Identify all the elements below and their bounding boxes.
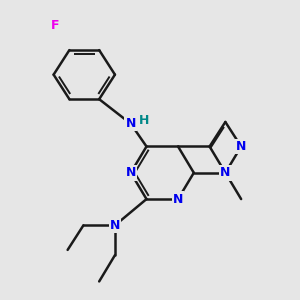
Text: F: F <box>51 19 60 32</box>
Text: N: N <box>173 193 183 206</box>
Text: N: N <box>236 140 246 153</box>
Text: H: H <box>139 114 149 127</box>
Text: N: N <box>220 166 231 179</box>
Text: N: N <box>125 117 136 130</box>
Text: N: N <box>125 166 136 179</box>
Text: N: N <box>110 219 120 232</box>
